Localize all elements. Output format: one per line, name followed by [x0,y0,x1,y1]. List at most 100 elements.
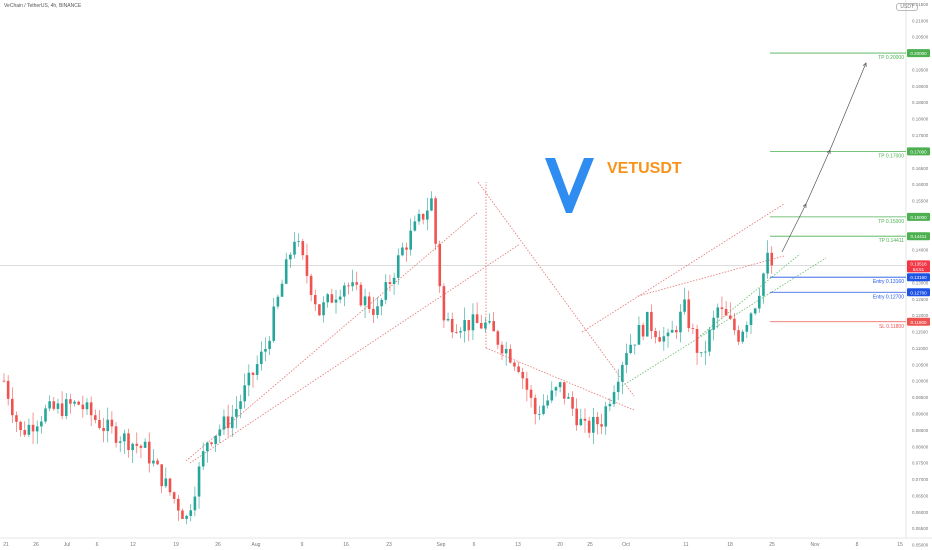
candle-body [156,460,159,465]
y-tick-label: 0.05000 [912,543,929,548]
candle-body [334,299,338,303]
candle-body [197,466,201,497]
level-label: Entry 0.13160 [873,279,904,285]
candle-body [114,426,118,443]
candle-body [645,311,649,337]
candle-body [401,247,404,256]
y-tick-label: 0.09000 [912,411,929,416]
candle-body [571,397,574,409]
candle-body [467,320,471,331]
candle-body [201,451,205,467]
y-tick-label: 0.16000 [912,182,929,187]
candle-body [621,364,624,382]
candle-body [463,320,466,332]
y-tick-label: 0.16500 [912,166,929,171]
price-tag-text: 0.13160 [910,275,927,280]
y-tick-label: 0.14000 [912,248,929,253]
candle-body [704,351,707,353]
candle-body [343,285,346,297]
candle-body [529,389,533,398]
trendline [621,257,827,387]
x-tick-label: 13 [515,542,521,548]
candle-body [513,362,516,367]
candle-body [243,385,246,402]
candle-body [376,306,379,315]
candle-body [430,198,433,211]
candle-body [579,418,583,426]
candle-body [641,324,645,337]
candle-body [139,445,143,448]
level-label: SL 0.11800 [879,324,904,330]
candle-body [413,221,417,231]
candle-body [326,294,329,303]
x-tick-label: 16 [343,542,349,548]
price-tag-bg [907,317,930,326]
x-tick-label: 26 [215,542,221,548]
candle-body [313,294,317,305]
candle-body [251,372,255,375]
candle-body [509,348,512,363]
candle-body [309,275,313,295]
candle-body [479,322,483,329]
candle-body [247,372,251,386]
candle-body [699,352,703,354]
candle-body [193,496,197,511]
price-axis-tags: 0.20000 0.17000 0.15000 0.14411 0.13160 0.127… [907,49,930,326]
candle-body [442,286,446,321]
candle-body [434,198,437,244]
candle-body [168,478,172,493]
candle-body [654,331,657,338]
candle-body [181,510,184,519]
candle-body [15,415,18,422]
y-tick-label: 0.10500 [912,362,929,367]
y-tick-label: 0.10000 [912,379,929,384]
candle-body [562,382,566,399]
candle-body [64,399,68,417]
candle-body [426,210,429,220]
currency-button[interactable]: USDT [896,3,918,11]
x-tick-label: Aug [252,542,261,548]
candle-body [521,371,525,379]
candle-body [446,318,450,321]
candle-body [542,405,545,414]
candle-body [19,421,22,431]
price-tag-text: 0.17000 [910,149,927,154]
y-tick-label: 0.11500 [912,330,928,335]
level-label: TP 0.15000 [878,219,904,225]
candle-body [546,400,549,406]
arrow-shaft [829,62,867,151]
y-tick-label: 0.12500 [912,297,929,302]
candle-body [118,441,122,443]
candle-body [484,322,487,329]
candle-body [123,433,126,442]
x-tick-label: 11 [683,542,688,548]
candle-body [2,380,6,382]
y-tick-label: 0.20500 [912,35,929,40]
candle-body [650,311,653,332]
candle-body [160,464,163,487]
candle-body [450,318,454,333]
price-tag-text: 0.20000 [910,51,927,56]
x-tick-label: Sep [437,542,446,548]
candle-body [301,241,305,256]
candle-body [185,515,188,519]
candle-body [255,364,259,375]
candle-body [758,295,761,309]
candle-body [268,340,271,350]
candle-body [351,282,354,287]
candle-body [695,329,699,353]
candle-body [675,329,678,333]
candle-body [554,387,558,391]
price-tag-text: 0.15000 [910,215,927,220]
y-tick-label: 0.08000 [912,444,929,449]
candle-body [363,296,367,306]
candle-body [770,252,774,266]
candle-body [691,328,695,330]
y-tick-label: 0.13000 [912,280,929,285]
candle-body [297,241,300,242]
x-tick-label: 25 [587,542,593,548]
candle-body [720,307,724,309]
candle-body [583,418,587,421]
candle-body [347,285,350,287]
